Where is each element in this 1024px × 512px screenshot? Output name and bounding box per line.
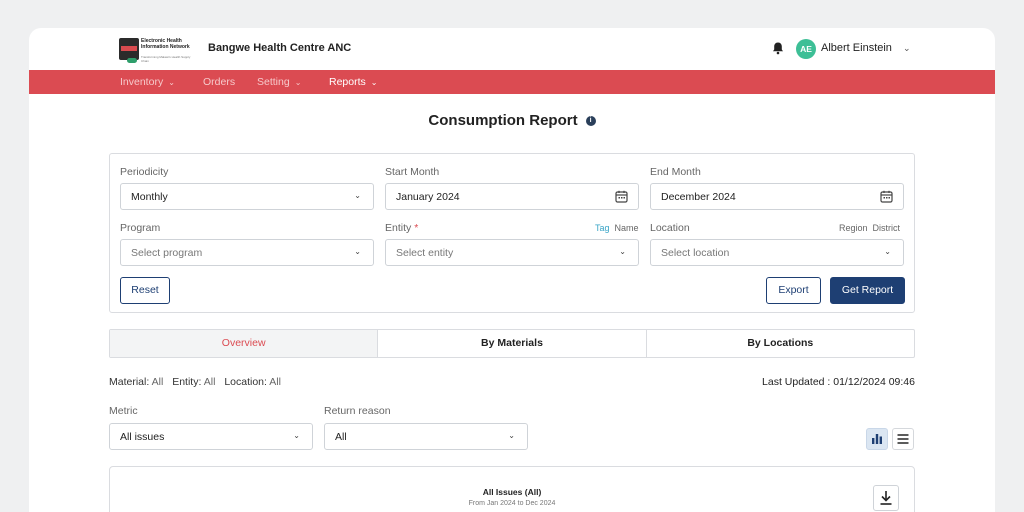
export-button[interactable]: Export (766, 277, 821, 304)
toggle-district[interactable]: District (872, 223, 901, 233)
toggle-name[interactable]: Name (614, 223, 639, 233)
program-select[interactable]: Select program ⌄ (120, 239, 374, 266)
chevron-down-icon: ⌄ (354, 247, 361, 256)
download-icon (880, 491, 892, 505)
end-month-label: End Month (650, 166, 701, 178)
location-label: Location (650, 222, 690, 234)
location-select[interactable]: Select location ⌄ (650, 239, 904, 266)
chevron-down-icon[interactable]: ⌄ (903, 43, 911, 53)
chevron-down-icon: ⌄ (619, 247, 626, 256)
chart-view-button[interactable] (866, 428, 888, 450)
nav-item-setting[interactable]: Setting ⌄ (257, 76, 302, 88)
entity-display-toggle: Tag Name (595, 223, 639, 233)
reset-button[interactable]: Reset (120, 277, 170, 304)
return-reason-select[interactable]: All ⌄ (324, 423, 528, 450)
avatar[interactable]: AE (796, 39, 816, 59)
logo-mark (119, 38, 139, 60)
start-month-label: Start Month (385, 166, 440, 178)
chart-title: All Issues (All) (482, 487, 542, 497)
tab-by-materials[interactable]: By Materials (378, 330, 647, 357)
periodicity-select[interactable]: Monthly ⌄ (120, 183, 374, 210)
report-tabs: Overview By Materials By Locations (109, 329, 915, 358)
nav-item-inventory[interactable]: Inventory ⌄ (120, 76, 175, 88)
periodicity-label: Periodicity (120, 166, 169, 178)
ehin-logo[interactable]: Electronic Health Information Network Tr… (119, 36, 195, 63)
get-report-button[interactable]: Get Report (830, 277, 905, 304)
app-window: Electronic Health Information Network Tr… (29, 28, 995, 512)
start-month-field[interactable]: January 2024 (385, 183, 639, 210)
chart-card: All Issues (All) From Jan 2024 to Dec 20… (109, 466, 915, 512)
chevron-down-icon: ⌄ (370, 78, 378, 87)
toggle-tag[interactable]: Tag (595, 223, 610, 233)
bell-icon[interactable] (771, 41, 785, 55)
chevron-down-icon: ⌄ (168, 78, 175, 87)
top-header: Electronic Health Information Network Tr… (29, 28, 995, 70)
metric-label: Metric (109, 405, 138, 417)
toggle-region[interactable]: Region (839, 223, 868, 233)
bar-chart-icon (872, 434, 882, 444)
nav-item-orders[interactable]: Orders (203, 76, 236, 88)
page-title-row: Consumption Report i (29, 112, 995, 129)
calendar-icon[interactable] (615, 190, 628, 203)
table-view-button[interactable] (892, 428, 914, 450)
metric-select[interactable]: All issues ⌄ (109, 423, 313, 450)
info-icon[interactable]: i (585, 115, 596, 126)
required-mark: * (414, 222, 419, 234)
logo-text: Electronic Health Information Network (141, 38, 190, 50)
nav-item-reports[interactable]: Reports ⌄ (329, 76, 378, 88)
main-nav: Inventory ⌄ Orders Setting ⌄ Reports ⌄ (29, 70, 995, 94)
user-name[interactable]: Albert Einstein (821, 42, 892, 54)
tab-overview[interactable]: Overview (110, 330, 379, 357)
tab-by-locations[interactable]: By Locations (747, 337, 814, 349)
last-updated: Last Updated : 01/12/2024 09:46 (762, 376, 915, 388)
return-reason-label: Return reason (324, 405, 391, 417)
chevron-down-icon: ⌄ (354, 191, 361, 200)
page-title: Consumption Report (428, 112, 578, 129)
filter-panel: Periodicity Monthly ⌄ Start Month Januar… (109, 153, 915, 313)
chevron-down-icon: ⌄ (293, 431, 300, 440)
download-button[interactable] (873, 485, 899, 511)
list-icon (897, 434, 909, 444)
facility-name: Bangwe Health Centre ANC (208, 42, 352, 54)
entity-select[interactable]: Select entity ⌄ (385, 239, 639, 266)
logo-tagline: Transforming Malawi's Health Supply Chai… (141, 55, 191, 63)
entity-label: Entity * (385, 222, 419, 234)
chevron-down-icon: ⌄ (884, 247, 891, 256)
chevron-down-icon: ⌄ (508, 431, 515, 440)
location-level-toggle: Region District (839, 223, 900, 233)
calendar-icon[interactable] (880, 190, 893, 203)
chevron-down-icon: ⌄ (294, 78, 302, 87)
filter-summary: Material: All Entity: All Location: All (109, 376, 281, 388)
chart-subtitle: From Jan 2024 to Dec 2024 (468, 500, 556, 507)
end-month-field[interactable]: December 2024 (650, 183, 904, 210)
program-label: Program (120, 222, 161, 234)
